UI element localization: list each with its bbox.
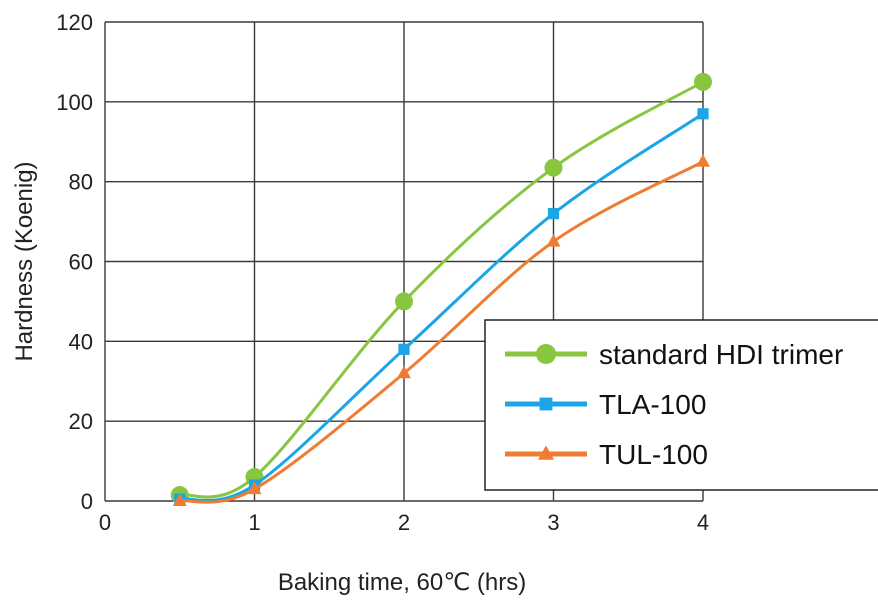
y-tick-label: 0 [81, 489, 93, 514]
data-point [398, 343, 410, 355]
series-line [179, 160, 704, 504]
data-point [546, 233, 561, 247]
y-axis-ticks: 0 20 40 60 80 100 120 [56, 10, 93, 514]
legend-swatch-marker [539, 397, 553, 411]
y-tick-label: 40 [69, 329, 93, 354]
series-group [170, 72, 712, 507]
x-tick-label: 3 [547, 510, 559, 535]
x-tick-label: 0 [99, 510, 111, 535]
y-tick-label: 80 [69, 170, 93, 195]
x-tick-label: 1 [248, 510, 260, 535]
data-point [397, 365, 411, 379]
y-tick-label: 100 [56, 90, 93, 115]
data-point [694, 72, 712, 91]
data-point [547, 208, 560, 220]
data-point [544, 158, 563, 177]
series-line [179, 112, 704, 503]
series-tul-100 [172, 154, 710, 507]
data-point [247, 481, 262, 495]
legend-label: TLA-100 [599, 389, 706, 420]
data-point [696, 154, 710, 167]
data-point [697, 108, 709, 120]
y-tick-label: 120 [56, 10, 93, 35]
legend-swatch-marker [536, 344, 556, 364]
y-axis-title: Hardness (Koenig) [11, 161, 38, 361]
grid [104, 21, 704, 502]
y-tick-label: 20 [69, 409, 93, 434]
legend-swatch-marker [538, 445, 554, 460]
x-axis-ticks: 0 1 2 3 4 [99, 510, 709, 535]
legend: standard HDI trimer TLA-100 TUL-100 [484, 319, 878, 491]
y-tick-label: 60 [69, 250, 93, 275]
x-tick-label: 2 [398, 510, 410, 535]
x-axis-title: Baking time, 60℃ (hrs) [278, 569, 526, 596]
data-point [172, 493, 187, 507]
x-tick-label: 4 [697, 510, 709, 535]
legend-label: TUL-100 [599, 439, 708, 470]
legend-label: standard HDI trimer [599, 339, 843, 370]
data-point [395, 292, 413, 311]
